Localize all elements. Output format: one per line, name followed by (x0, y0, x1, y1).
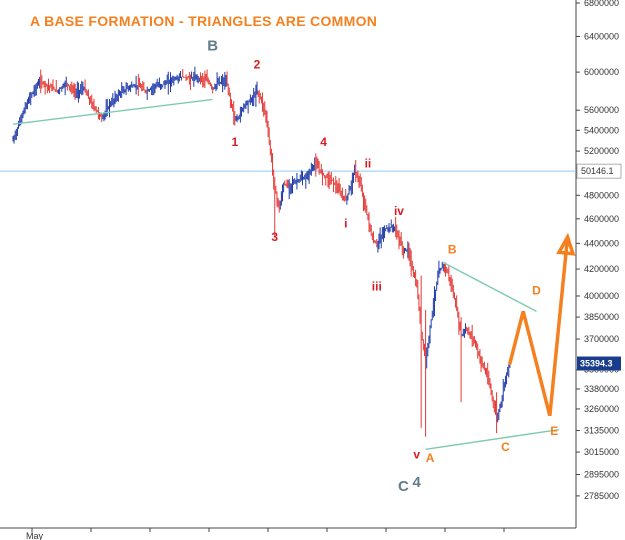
wave-label-c: C (398, 478, 409, 495)
wave-label-c: C (501, 440, 510, 454)
y-tick-label: 3380000 (584, 384, 619, 394)
price-bars (12, 66, 511, 437)
chart-title: A BASE FORMATION - TRIANGLES ARE COMMON (30, 13, 377, 29)
trendline-triangle-upper (443, 261, 537, 313)
y-tick-labels: 6800000 6400000 6000000 5600000 5400000 52000… (576, 0, 619, 501)
y-tick-label: 4400000 (584, 238, 619, 248)
current-price-tag-label: 35394.3 (580, 359, 613, 369)
wave-label-4: 4 (413, 474, 422, 491)
price-level-tag-box (576, 163, 622, 179)
y-tick-label: 3700000 (584, 334, 619, 344)
trendline-base-support (12, 98, 213, 125)
x-axis: May (0, 527, 576, 540)
y-tick-label: 3260000 (584, 404, 619, 414)
projection-arrow (508, 232, 576, 417)
wave-label-e: E (550, 424, 558, 438)
y-tick-label: 5200000 (584, 146, 619, 156)
y-tick-label: 3015000 (584, 447, 619, 457)
trendlines (12, 98, 559, 451)
y-tick-label: 4600000 (584, 214, 619, 224)
wave-label-3: 3 (271, 230, 278, 244)
y-tick-label: 6400000 (584, 31, 619, 41)
wave-label-d: D (532, 284, 541, 298)
wave-label-a: A (426, 451, 435, 465)
projection-arrowhead (556, 232, 576, 256)
y-tick-label: 6800000 (584, 0, 619, 8)
y-tick-label: 4800000 (584, 190, 619, 200)
wave-label-1: 1 (231, 135, 238, 149)
current-price-tag-box (577, 356, 621, 371)
y-tick-label: 4000000 (584, 291, 619, 301)
trendline-triangle-lower (425, 428, 559, 451)
y-axis: 6800000 6400000 6000000 5600000 5400000 52000… (575, 0, 619, 528)
y-tick-label: 2785000 (584, 491, 619, 501)
current-price-tag: 35394.3 (577, 356, 621, 371)
wave-label-iii: iii (372, 279, 382, 293)
x-tick-label-may: May (26, 531, 44, 540)
y-tick-label: 2895000 (584, 469, 619, 479)
wave-label-b: B (448, 242, 457, 256)
wave-label-iv: iv (394, 204, 404, 218)
wave-label-i: i (344, 216, 347, 230)
wave-label-b: B (207, 37, 218, 54)
projection-path (508, 235, 570, 417)
y-tick-label: 5600000 (584, 105, 619, 115)
wave-label-ii: ii (365, 156, 372, 170)
y-tick-label: 4200000 (584, 264, 619, 274)
y-tick-label: 6000000 (584, 67, 619, 77)
x-tick-marks (31, 528, 505, 532)
price-level-tag-label: 50146.1 (581, 166, 614, 176)
wave-label-4: 4 (320, 135, 327, 149)
wave-label-2: 2 (254, 57, 261, 71)
y-tick-label: 3850000 (584, 312, 619, 322)
wave-label-v: v (413, 448, 420, 462)
y-tick-label: 3135000 (584, 426, 619, 436)
y-tick-label: 5400000 (584, 125, 619, 135)
price-level-tag: 50146.1 (576, 163, 622, 179)
